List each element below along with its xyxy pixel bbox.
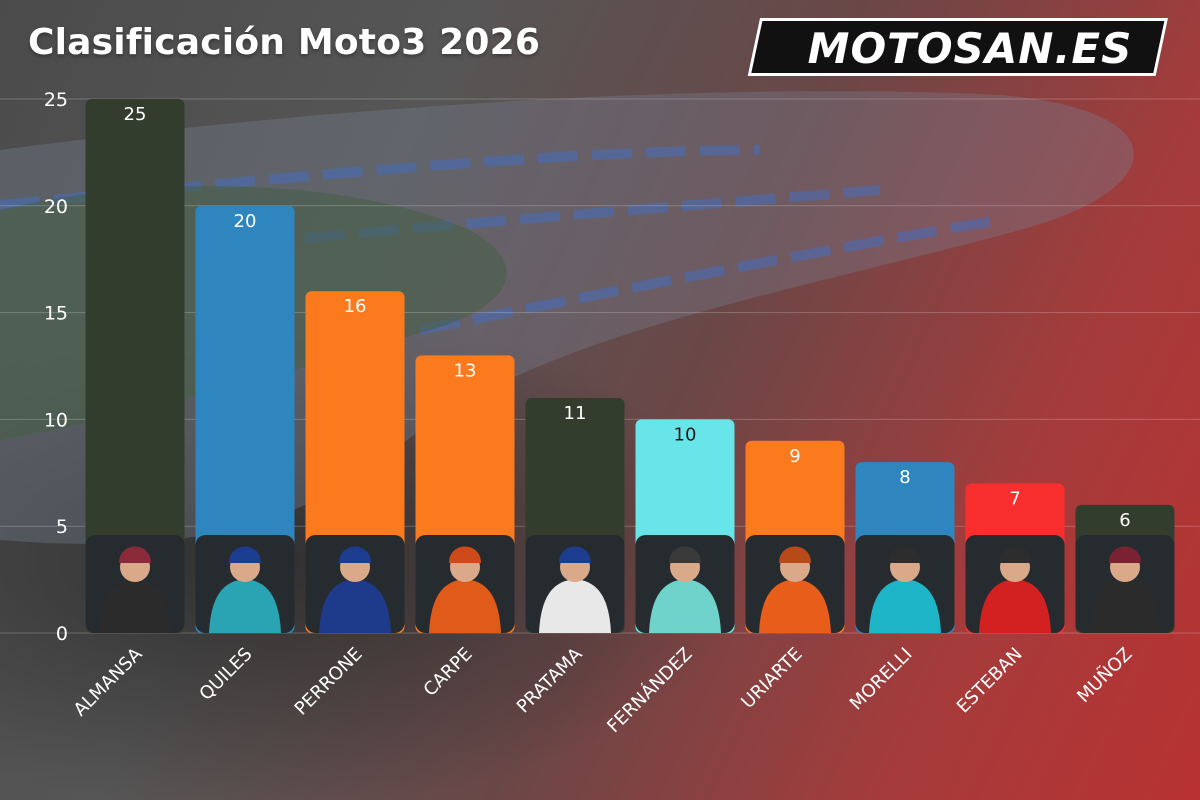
y-tick-label: 5 bbox=[56, 516, 68, 538]
rider-cap-icon bbox=[229, 546, 261, 563]
rider-cap-icon bbox=[559, 546, 591, 563]
bar-value-label: 11 bbox=[564, 403, 587, 424]
rider-suit-icon bbox=[209, 579, 281, 633]
bar-group: 10 bbox=[635, 419, 735, 633]
chart-title: Clasificación Moto3 2026 bbox=[28, 22, 541, 63]
rider-suit-icon bbox=[649, 579, 721, 633]
rider-suit-icon bbox=[429, 579, 501, 633]
bar-group: 7 bbox=[965, 483, 1065, 633]
bar-group: 6 bbox=[1075, 504, 1175, 633]
bar-value-label: 7 bbox=[1009, 488, 1020, 509]
y-tick-label: 25 bbox=[44, 89, 68, 111]
bar-value-label: 8 bbox=[899, 467, 910, 488]
bar-group: 13 bbox=[415, 355, 515, 633]
x-tick-label: PRATAMA bbox=[513, 643, 587, 717]
y-axis-ticks: 0 5 10 15 20 25 bbox=[44, 89, 68, 645]
rider-cap-icon bbox=[449, 546, 481, 563]
x-tick-label: URIARTE bbox=[737, 644, 806, 713]
bar bbox=[195, 205, 295, 634]
bar-value-label: 9 bbox=[789, 446, 800, 467]
x-tick-label: MORELLI bbox=[846, 644, 917, 715]
rider-cap-icon bbox=[119, 546, 151, 563]
x-tick-label: PERRONE bbox=[291, 644, 367, 720]
bar-value-label: 13 bbox=[454, 360, 477, 381]
rider-suit-icon bbox=[319, 579, 391, 633]
rider-cap-icon bbox=[999, 546, 1031, 563]
bar-group: 9 bbox=[745, 440, 845, 633]
rider-suit-icon bbox=[539, 579, 611, 633]
x-axis-labels: ALMANSA QUILES PERRONE CARPE PRATAMA FERNÁNDE… bbox=[70, 643, 1137, 737]
rider-cap-icon bbox=[889, 546, 921, 563]
rider-suit-icon bbox=[99, 579, 171, 633]
x-tick-label: ALMANSA bbox=[70, 643, 147, 720]
bar-value-label: 25 bbox=[124, 104, 147, 125]
bar-group: 16 bbox=[305, 291, 405, 633]
bar-value-label: 10 bbox=[674, 424, 697, 445]
bars: 25 20 16 13 11 10 9 8 7 6 bbox=[85, 99, 1175, 634]
rider-suit-icon bbox=[1089, 579, 1161, 633]
motosan-logo-text: MOTOSAN.ES bbox=[807, 23, 1133, 73]
x-tick-label: MUÑOZ bbox=[1072, 643, 1136, 707]
x-tick-label: CARPE bbox=[420, 644, 477, 701]
rider-cap-icon bbox=[779, 546, 811, 563]
bar-group: 20 bbox=[195, 205, 295, 634]
x-tick-label: FERNÁNDEZ bbox=[602, 643, 696, 737]
rider-cap-icon bbox=[339, 546, 371, 563]
bar-group: 8 bbox=[855, 462, 955, 633]
rider-suit-icon bbox=[869, 579, 941, 633]
rider-cap-icon bbox=[1109, 546, 1141, 563]
bar-value-label: 6 bbox=[1119, 510, 1130, 531]
bar-value-label: 16 bbox=[344, 296, 367, 317]
y-tick-label: 15 bbox=[44, 303, 68, 325]
bar-group: 11 bbox=[525, 398, 625, 633]
x-tick-label: ESTEBAN bbox=[953, 644, 1027, 718]
y-tick-label: 10 bbox=[44, 409, 68, 431]
bar-group: 25 bbox=[85, 99, 185, 633]
y-tick-label: 0 bbox=[56, 623, 68, 645]
x-tick-label: QUILES bbox=[195, 644, 256, 705]
bar-value-label: 20 bbox=[234, 211, 257, 232]
bar bbox=[85, 99, 185, 633]
rider-suit-icon bbox=[979, 579, 1051, 633]
rider-cap-icon bbox=[669, 546, 701, 563]
rider-suit-icon bbox=[759, 579, 831, 633]
y-tick-label: 20 bbox=[44, 196, 68, 218]
